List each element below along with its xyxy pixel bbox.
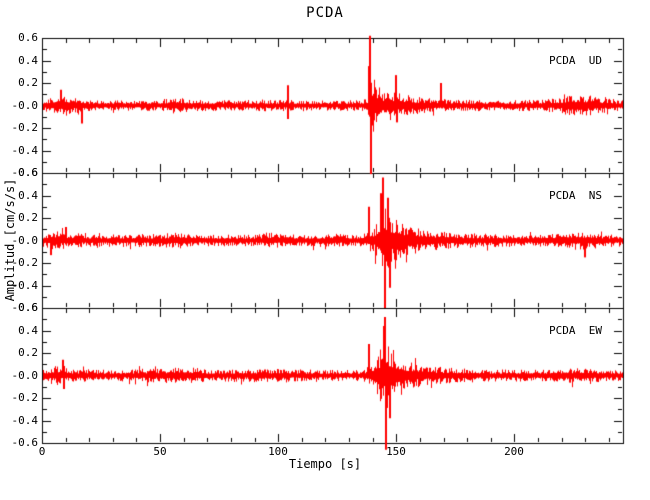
panel-legend-label: PCDA EW [549,324,602,337]
y-tick-label: 0.4 [18,188,38,202]
y-tick-label: 0.6 [18,31,38,44]
y-tick-label: -0.0 [11,233,39,247]
x-tick-label: 0 [38,445,46,458]
y-tick-label: -0.4 [11,143,39,157]
y-tick-label: -0.2 [11,256,39,269]
y-tick-label: 0.2 [18,346,38,359]
panel-legend-label: PCDA UD [549,54,602,67]
y-tick-label: 0.6 [18,166,38,179]
y-tick-label: 0.2 [18,76,38,89]
y-tick-label: -0.4 [11,413,39,427]
y-tick-label: 0.6 [18,301,38,314]
y-tick-label: 0.2 [18,211,38,224]
x-tick-label: 200 [504,445,524,458]
y-tick-label: 0.4 [18,53,38,67]
panel-legend-label: PCDA NS [549,189,602,202]
y-tick-label: -0.6 [11,301,39,314]
y-tick-label: -0.6 [11,436,39,449]
y-tick-label: -0.6 [11,166,39,179]
y-tick-label: -0.2 [11,391,39,404]
x-tick-label: 150 [386,445,406,458]
y-tick-label: -0.4 [11,278,39,292]
y-tick-label: -0.0 [11,98,39,112]
chart-title: PCDA [306,5,344,21]
x-axis-label: Tiempo [s] [288,457,362,471]
y-tick-label: 0.4 [18,323,38,337]
x-tick-label: 50 [153,445,167,458]
y-tick-label: -0.2 [11,121,39,134]
x-tick-label: 100 [268,445,288,458]
y-tick-label: -0.0 [11,368,39,382]
